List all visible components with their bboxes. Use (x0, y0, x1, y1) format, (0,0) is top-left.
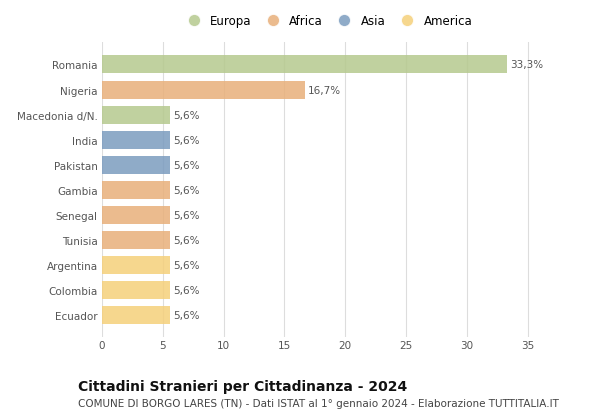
Text: 33,3%: 33,3% (510, 61, 543, 70)
Bar (102, 281, 170, 299)
Bar (102, 231, 170, 249)
Text: 5,6%: 5,6% (173, 110, 200, 120)
Text: 5,6%: 5,6% (173, 135, 200, 145)
Bar (102, 106, 170, 124)
Bar (102, 56, 507, 74)
Text: 5,6%: 5,6% (173, 285, 200, 295)
Text: 16,7%: 16,7% (308, 85, 341, 95)
Text: 5,6%: 5,6% (173, 185, 200, 195)
Bar (102, 81, 305, 99)
Bar (102, 256, 170, 274)
Bar (102, 206, 170, 224)
Text: 5,6%: 5,6% (173, 160, 200, 170)
Bar (102, 156, 170, 174)
Legend: Europa, Africa, Asia, America: Europa, Africa, Asia, America (182, 15, 472, 28)
Text: 5,6%: 5,6% (173, 310, 200, 320)
Text: 5,6%: 5,6% (173, 235, 200, 245)
Bar (102, 131, 170, 149)
Text: COMUNE DI BORGO LARES (TN) - Dati ISTAT al 1° gennaio 2024 - Elaborazione TUTTIT: COMUNE DI BORGO LARES (TN) - Dati ISTAT … (78, 398, 559, 408)
Bar (102, 181, 170, 199)
Bar (102, 306, 170, 324)
Text: 5,6%: 5,6% (173, 260, 200, 270)
Text: Cittadini Stranieri per Cittadinanza - 2024: Cittadini Stranieri per Cittadinanza - 2… (78, 380, 407, 393)
Text: 5,6%: 5,6% (173, 210, 200, 220)
